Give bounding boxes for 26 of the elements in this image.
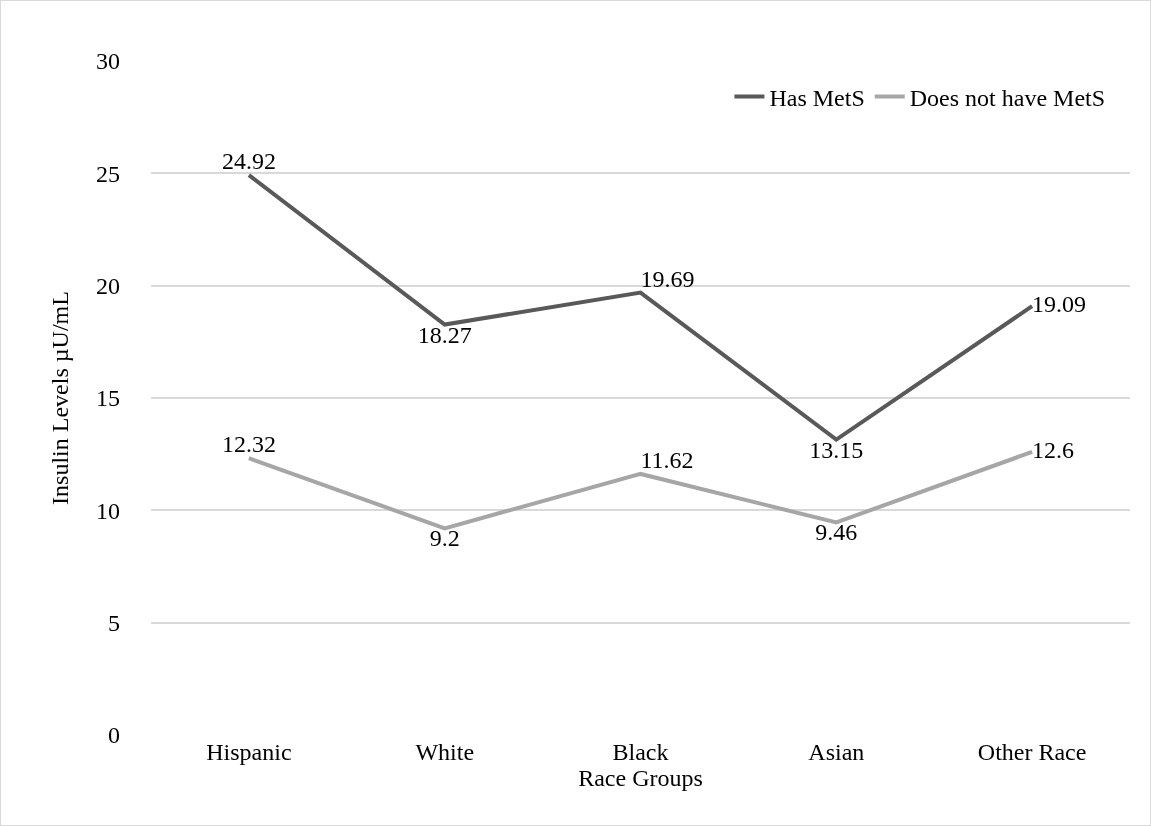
y-tick-label: 25 — [96, 160, 120, 187]
y-tick-label: 0 — [108, 722, 120, 749]
y-tick-label: 15 — [96, 385, 120, 412]
x-tick-label: Black — [612, 739, 669, 765]
data-label: 11.62 — [640, 446, 694, 473]
legend-label: Has MetS — [769, 84, 865, 111]
data-label: 9.2 — [429, 525, 460, 552]
data-label: 12.32 — [221, 431, 276, 458]
x-axis-title: Race Groups — [578, 765, 703, 791]
data-label: 9.46 — [815, 519, 858, 546]
y-tick-label: 5 — [108, 610, 120, 637]
data-label: 19.69 — [640, 265, 695, 292]
y-tick-label: 10 — [96, 497, 120, 524]
legend-label: Does not have MetS — [909, 84, 1106, 111]
x-tick-label: Other Race — [977, 739, 1087, 765]
x-tick-label: Asian — [808, 739, 865, 765]
y-tick-label: 30 — [96, 48, 120, 75]
x-tick-label: White — [415, 739, 475, 765]
x-tick-label: Hispanic — [206, 739, 292, 765]
y-axis-title: Insulin Levels µU/mL — [47, 291, 74, 505]
data-label: 19.09 — [1032, 291, 1087, 318]
data-label: 12.6 — [1032, 436, 1075, 463]
data-label: 24.92 — [221, 148, 276, 175]
data-label: 18.27 — [417, 321, 472, 348]
data-label: 13.15 — [809, 436, 864, 463]
y-tick-label: 20 — [96, 273, 120, 300]
